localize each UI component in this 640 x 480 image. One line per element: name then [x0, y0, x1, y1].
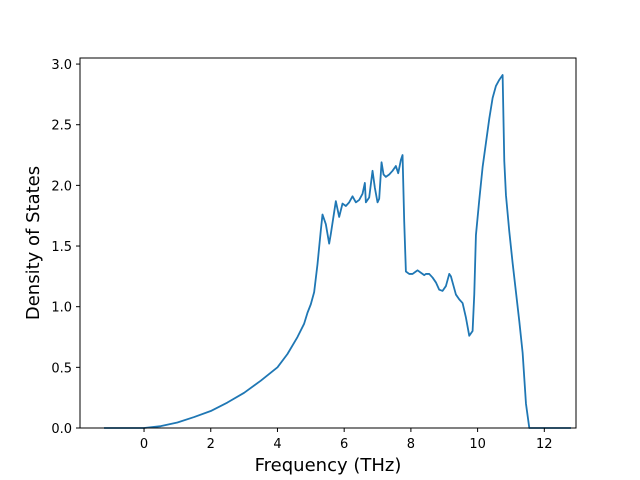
x-tick-label: 4 — [273, 437, 281, 452]
y-tick-label: 3.0 — [51, 58, 72, 73]
dos-series-line — [104, 74, 571, 429]
x-tick-label: 12 — [536, 437, 553, 452]
y-tick-label: 0.5 — [51, 361, 72, 376]
x-tick-label: 2 — [207, 437, 215, 452]
y-tick-label: 1.0 — [51, 301, 72, 316]
y-tick-label: 2.5 — [51, 119, 72, 134]
y-tick-label: 1.5 — [51, 240, 72, 255]
x-axis-label: Frequency (THz) — [255, 455, 402, 476]
y-axis-label: Density of States — [23, 166, 44, 320]
y-tick-label: 2.0 — [51, 179, 72, 194]
axis-ticks: 0 2 4 6 8 10 12 0.0 0.5 1.0 1.5 2.0 2.5 3.0 — [51, 58, 552, 452]
x-tick-label: 0 — [140, 437, 148, 452]
axes-frame — [79, 57, 577, 429]
x-tick-label: 6 — [340, 437, 348, 452]
y-tick-label: 0.0 — [51, 422, 72, 437]
plot-area — [104, 74, 571, 429]
x-tick-label: 8 — [407, 437, 415, 452]
x-tick-label: 10 — [469, 437, 486, 452]
